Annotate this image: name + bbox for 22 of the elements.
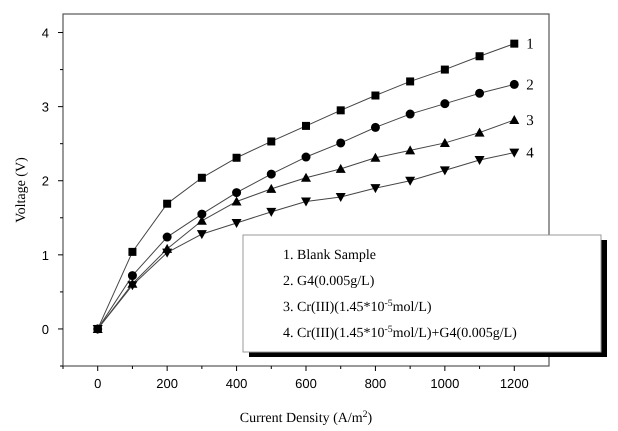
annotation: 2. G4(0.005g/L) <box>283 274 375 289</box>
annotation: 4. Cr(III)(1.45*10$^{-5}$mol/L)+G4(0.005g/L) <box>283 324 518 341</box>
series-label: 1 <box>526 36 534 53</box>
x-tick-label: 600 <box>295 376 317 391</box>
x-tick-label: 1200 <box>500 376 529 391</box>
x-tick-label: 800 <box>364 376 386 391</box>
y-axis-title: Voltage (V) <box>14 156 29 223</box>
x-tick-label: 200 <box>156 376 178 391</box>
series-label: 2 <box>526 77 534 94</box>
y-tick-label: 3 <box>42 100 49 115</box>
x-tick-label: 1000 <box>430 376 460 391</box>
x-axis-title: Current Density (A/m$^{2}$) <box>240 408 373 426</box>
y-tick-label: 0 <box>42 322 49 337</box>
annotation: 3. Cr(III)(1.45*10$^{-5}$mol/L) <box>283 298 432 315</box>
y-tick-label: 4 <box>42 26 49 41</box>
series-label: 3 <box>526 112 534 129</box>
x-tick-label: 0 <box>94 376 102 391</box>
annotation: 1. Blank Sample <box>283 248 376 263</box>
series-label: 4 <box>526 146 534 162</box>
y-tick-label: 1 <box>42 248 49 263</box>
x-tick-label: 400 <box>226 376 248 391</box>
y-tick-label: 2 <box>42 174 49 189</box>
